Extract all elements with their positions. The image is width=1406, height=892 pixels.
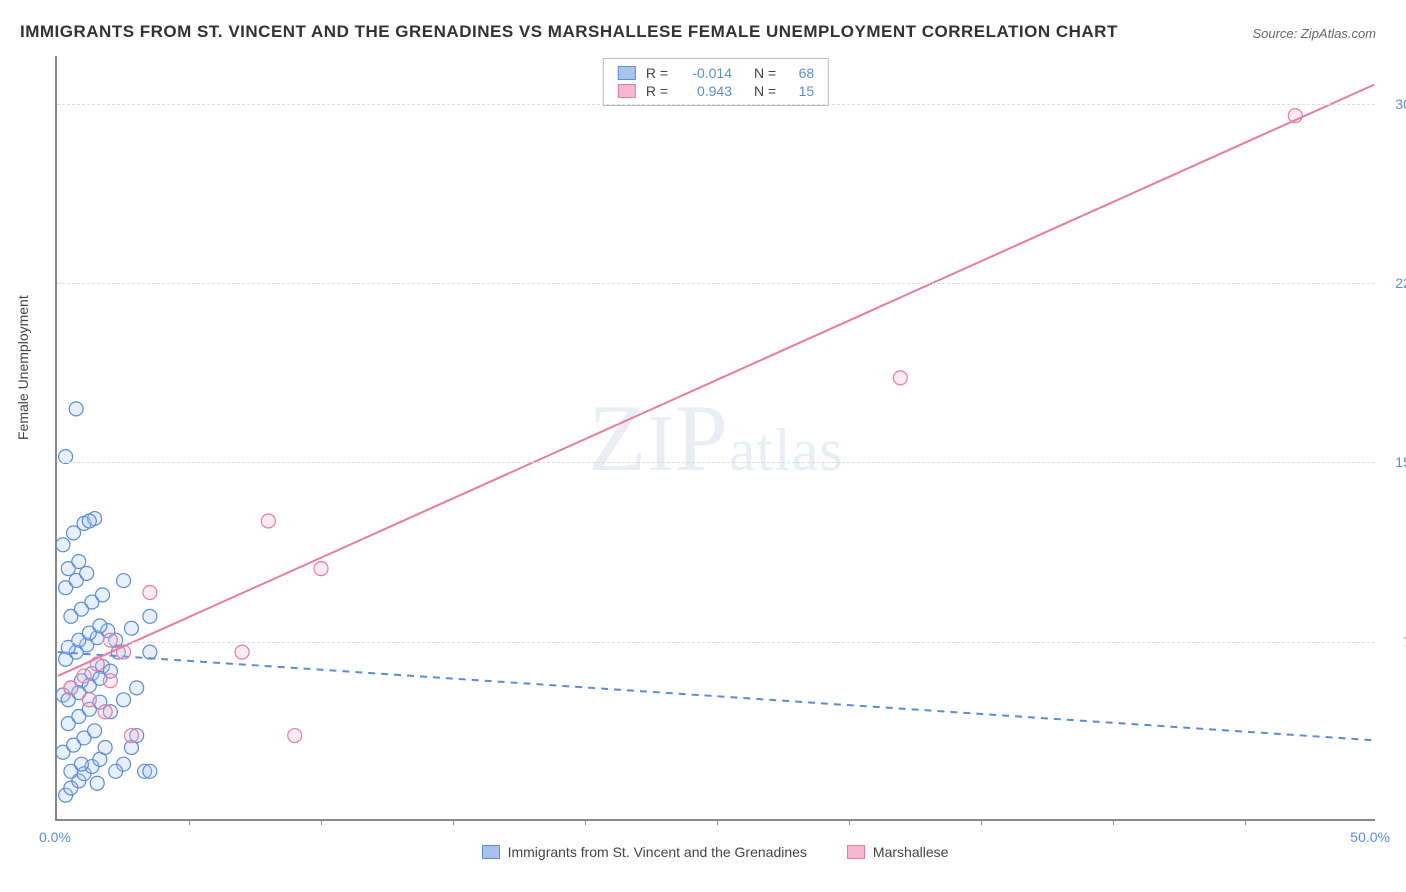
x-axis-end-label: 50.0% [1350, 829, 1390, 845]
data-point [143, 609, 157, 623]
gridline-horizontal [57, 642, 1375, 643]
data-point [98, 740, 112, 754]
trend-line [58, 652, 1375, 740]
data-point [261, 514, 275, 528]
legend-series-label: Immigrants from St. Vincent and the Gren… [508, 844, 807, 860]
data-point [72, 555, 86, 569]
series-legend: Immigrants from St. Vincent and the Gren… [55, 844, 1375, 860]
data-point [103, 674, 117, 688]
trend-line [58, 85, 1375, 676]
legend-series-label: Marshallese [873, 844, 948, 860]
data-point [96, 588, 110, 602]
chart-plot-area: ZIPatlas R =-0.014N =68R =0.943N =15 0.0… [55, 56, 1375, 821]
x-tick-mark [585, 819, 586, 825]
data-point [143, 586, 157, 600]
y-tick-label: 22.5% [1385, 275, 1406, 291]
data-point [74, 757, 88, 771]
legend-swatch [847, 845, 865, 859]
x-tick-mark [189, 819, 190, 825]
gridline-horizontal [57, 283, 1375, 284]
data-point [143, 645, 157, 659]
data-point [88, 724, 102, 738]
data-point [893, 371, 907, 385]
chart-title: IMMIGRANTS FROM ST. VINCENT AND THE GREN… [20, 22, 1118, 42]
scatter-plot-svg [57, 56, 1375, 819]
data-point [143, 764, 157, 778]
gridline-horizontal [57, 104, 1375, 105]
x-tick-mark [717, 819, 718, 825]
x-tick-mark [1113, 819, 1114, 825]
x-tick-mark [321, 819, 322, 825]
data-point [80, 566, 94, 580]
data-point [288, 729, 302, 743]
x-tick-mark [1245, 819, 1246, 825]
data-point [109, 764, 123, 778]
x-tick-mark [849, 819, 850, 825]
data-point [56, 538, 70, 552]
data-point [130, 681, 144, 695]
data-point [103, 633, 117, 647]
x-axis-origin-label: 0.0% [39, 829, 71, 845]
x-tick-mark [453, 819, 454, 825]
y-axis-label: Female Unemployment [15, 295, 31, 440]
data-point [124, 729, 138, 743]
y-tick-label: 30.0% [1385, 96, 1406, 112]
data-point [69, 402, 83, 416]
data-point [117, 693, 131, 707]
y-tick-label: 15.0% [1385, 454, 1406, 470]
data-point [124, 621, 138, 635]
data-point [77, 669, 91, 683]
data-point [64, 681, 78, 695]
data-point [117, 574, 131, 588]
data-point [82, 514, 96, 528]
legend-swatch [482, 845, 500, 859]
x-tick-mark [981, 819, 982, 825]
data-point [98, 705, 112, 719]
legend-series-item: Immigrants from St. Vincent and the Gren… [482, 844, 807, 860]
legend-series-item: Marshallese [847, 844, 948, 860]
source-citation: Source: ZipAtlas.com [1252, 26, 1376, 41]
gridline-horizontal [57, 462, 1375, 463]
data-point [90, 776, 104, 790]
y-tick-label: 7.5% [1385, 634, 1406, 650]
data-point [82, 693, 96, 707]
data-point [235, 645, 249, 659]
data-point [93, 619, 107, 633]
data-point [314, 562, 328, 576]
